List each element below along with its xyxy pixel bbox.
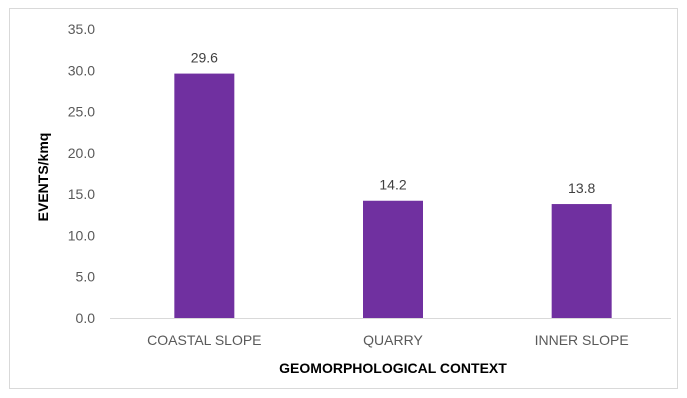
data-labels: 29.6 14.2 13.8	[191, 50, 596, 196]
y-tick-label: 30.0	[68, 62, 95, 78]
bars	[174, 73, 612, 319]
y-tick-labels: 0.0 5.0 10.0 15.0 20.0 25.0 30.0 35.0	[68, 21, 95, 326]
data-label: 29.6	[191, 50, 218, 66]
x-tick-label: INNER SLOPE	[535, 332, 629, 348]
x-axis-title: GEOMORPHOLOGICAL CONTEXT	[279, 360, 507, 376]
bar	[174, 73, 235, 319]
y-axis-title: EVENTS/kmq	[35, 133, 51, 222]
y-tick-label: 20.0	[68, 145, 95, 161]
y-tick-label: 5.0	[76, 269, 96, 285]
x-tick-labels: COASTAL SLOPE QUARRY INNER SLOPE	[147, 332, 629, 348]
x-tick-label: COASTAL SLOPE	[147, 332, 261, 348]
bar	[363, 200, 423, 318]
data-label: 13.8	[568, 180, 595, 196]
y-tick-label: 15.0	[68, 186, 95, 202]
y-tick-label: 10.0	[68, 227, 95, 243]
bar	[551, 204, 612, 318]
data-label: 14.2	[379, 177, 406, 193]
y-tick-label: 35.0	[68, 21, 95, 37]
chart-frame	[9, 8, 678, 389]
x-tick-label: QUARRY	[363, 332, 423, 348]
y-tick-label: 0.0	[76, 310, 96, 326]
y-tick-label: 25.0	[68, 104, 95, 120]
